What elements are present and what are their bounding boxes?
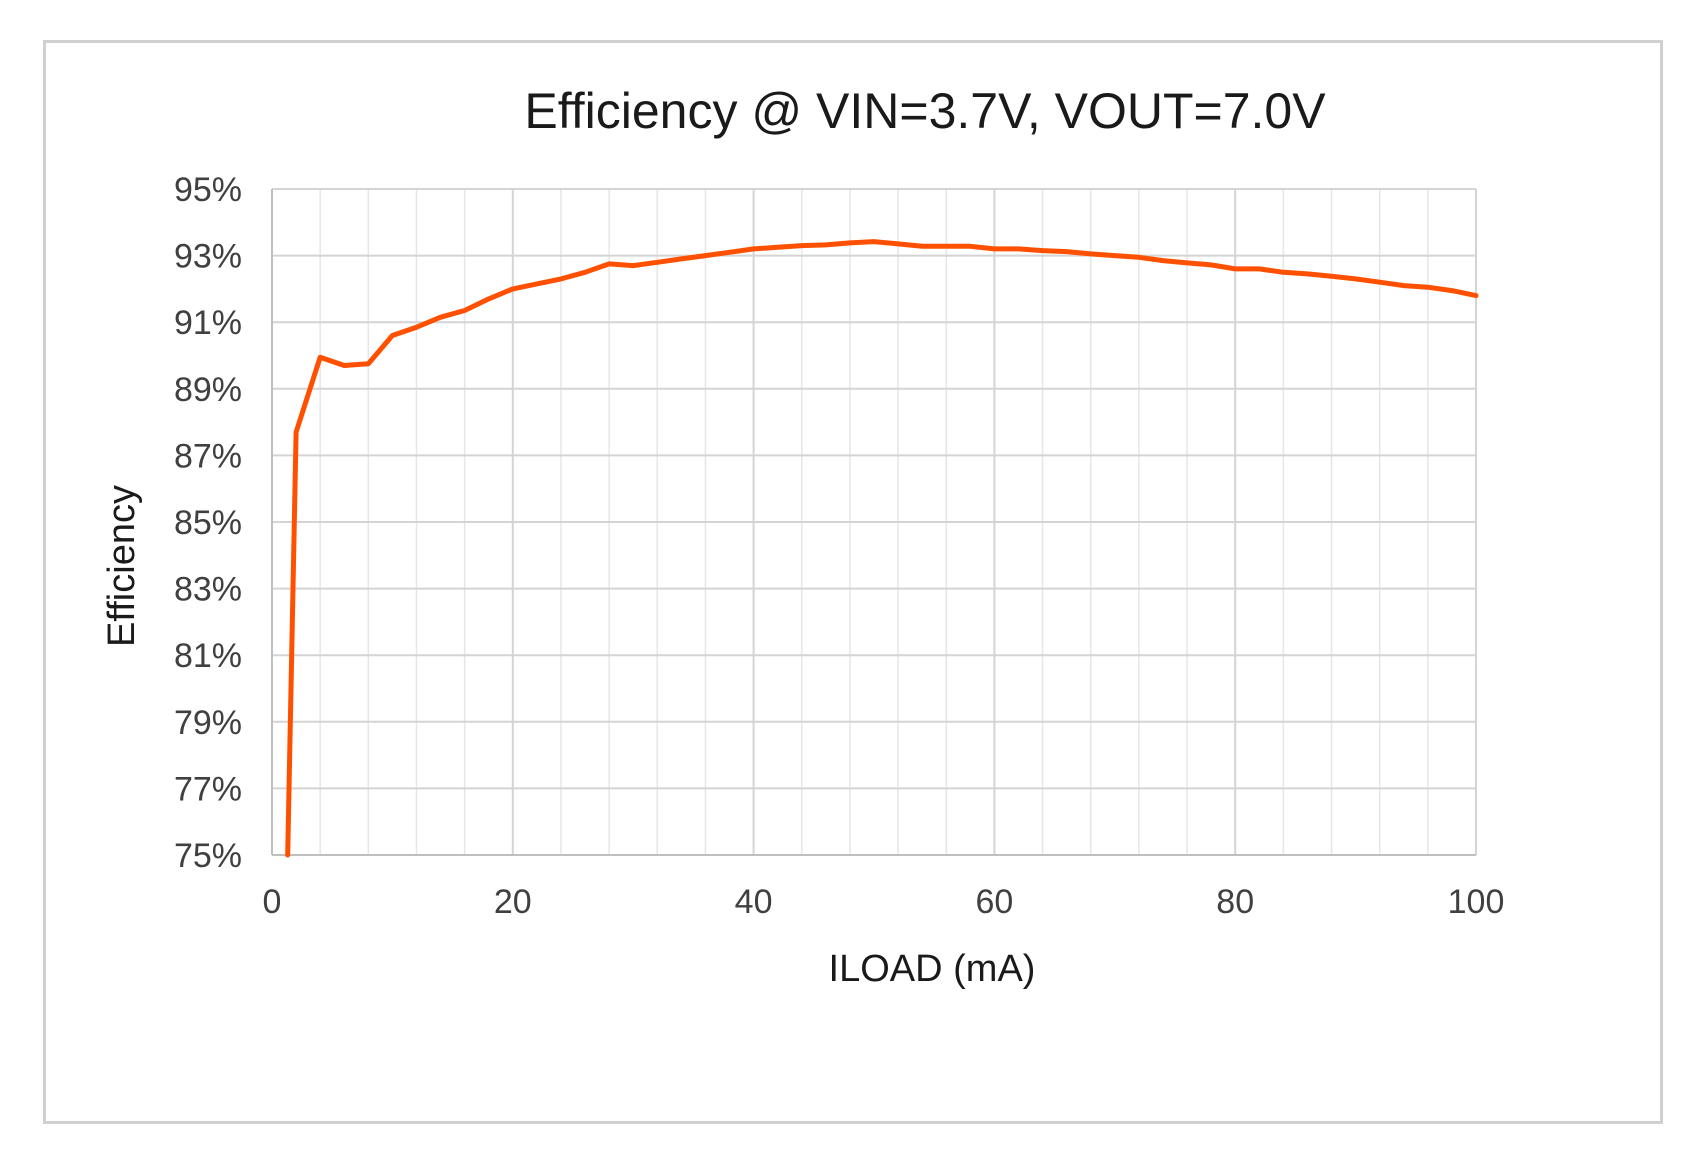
y-tick-label: 79% — [174, 704, 242, 742]
x-tick-label: 80 — [1216, 883, 1254, 921]
y-tick-label: 77% — [174, 770, 242, 808]
chart-frame: Efficiency @ VIN=3.7V, VOUT=7.0V 75% 77% 7… — [43, 40, 1663, 1124]
chart-title: Efficiency @ VIN=3.7V, VOUT=7.0V — [524, 83, 1326, 139]
x-tick-label: 40 — [735, 883, 773, 921]
x-tick-label: 100 — [1448, 883, 1505, 921]
grid-layer — [272, 188, 1477, 856]
y-tick-label: 91% — [174, 304, 242, 342]
tick-label-layer: 75% 77% 79% 81% 83% 85% 87% 89% 91% 93% 95% 0 20 40 60… — [174, 171, 1504, 921]
y-tick-label: 83% — [174, 571, 242, 609]
y-tick-label: 81% — [174, 637, 242, 675]
y-tick-label: 89% — [174, 371, 242, 409]
y-axis-title: Efficiency — [101, 485, 143, 647]
x-axis-title: ILOAD (mA) — [829, 948, 1036, 990]
x-tick-label: 60 — [975, 883, 1013, 921]
y-tick-label: 93% — [174, 238, 242, 276]
y-tick-label: 85% — [174, 504, 242, 542]
y-tick-label: 87% — [174, 437, 242, 475]
axis-layer — [271, 189, 1476, 856]
series-layer — [285, 239, 1479, 858]
chart-svg: Efficiency @ VIN=3.7V, VOUT=7.0V 75%77%7… — [101, 83, 1504, 990]
x-tick-label: 0 — [263, 883, 282, 921]
y-tick-label: 75% — [174, 837, 242, 875]
x-tick-label: 20 — [494, 883, 532, 921]
series-line-efficiency — [285, 239, 1479, 858]
y-tick-label: 95% — [174, 171, 242, 209]
